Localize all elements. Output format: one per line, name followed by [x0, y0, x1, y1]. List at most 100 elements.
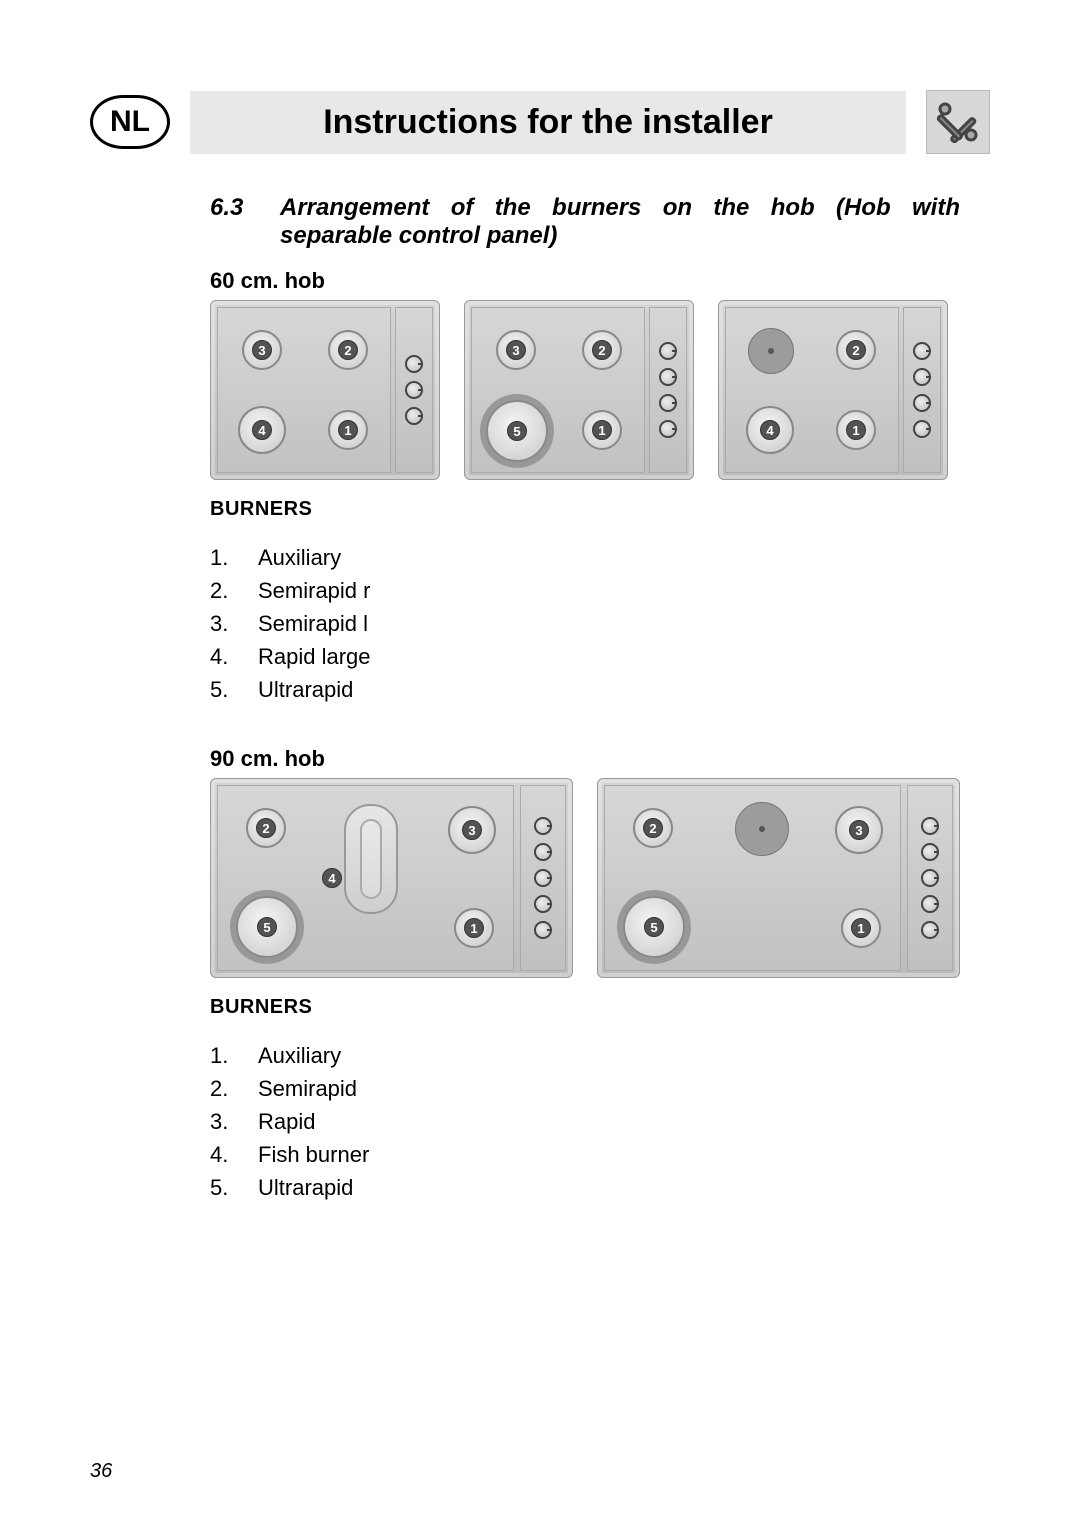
list-num: 1. — [210, 1039, 258, 1072]
knob-icon — [659, 368, 677, 386]
knob-icon — [534, 817, 552, 835]
burner-1: 1 — [454, 908, 494, 948]
knob-icon — [921, 921, 939, 939]
bead-3: 3 — [849, 820, 869, 840]
list-item: 3.Rapid — [210, 1105, 960, 1138]
knob-icon — [405, 381, 423, 399]
list-num: 2. — [210, 1072, 258, 1105]
burner-5-ultra: 5 — [236, 896, 298, 958]
knob-icon — [921, 895, 939, 913]
burner-area: 2 3 4 5 1 — [217, 785, 514, 971]
fish-inner — [360, 819, 382, 899]
bead-4: 4 — [760, 420, 780, 440]
header-row: NL Instructions for the installer — [90, 90, 990, 154]
bead-4: 4 — [252, 420, 272, 440]
burner-2: 2 — [582, 330, 622, 370]
burner-3: 3 — [496, 330, 536, 370]
knob-icon — [405, 355, 423, 373]
bead-1: 1 — [851, 918, 871, 938]
list-label: Rapid large — [258, 640, 371, 673]
knob-icon — [913, 342, 931, 360]
knob-icon — [659, 342, 677, 360]
page-title: Instructions for the installer — [190, 91, 906, 154]
hob60-diagram-a: 3 2 4 1 — [210, 300, 440, 480]
bead-2: 2 — [256, 818, 276, 838]
list-item: 2.Semirapid — [210, 1072, 960, 1105]
list-num: 3. — [210, 607, 258, 640]
list-item: 4.Rapid large — [210, 640, 960, 673]
page-number: 36 — [90, 1460, 112, 1483]
bead-2: 2 — [592, 340, 612, 360]
list-item: 5.Ultrarapid — [210, 1171, 960, 1204]
hob90-diagram-b: 2 3 5 1 — [597, 778, 960, 978]
burner-4: 4 — [238, 406, 286, 454]
burner-1: 1 — [328, 410, 368, 450]
content-area: 6.3 Arrangement of the burners on the ho… — [90, 194, 990, 1204]
tools-icon — [926, 90, 990, 154]
list-label: Rapid — [258, 1105, 315, 1138]
list-item: 2.Semirapid r — [210, 574, 960, 607]
burner-area: 3 2 4 1 — [217, 307, 391, 473]
hob60-label: 60 cm. hob — [210, 268, 960, 294]
bead-1: 1 — [592, 420, 612, 440]
section-title: Arrangement of the burners on the hob (H… — [280, 194, 960, 250]
burner-4: 4 — [746, 406, 794, 454]
bead-2: 2 — [338, 340, 358, 360]
burners-title-60: BURNERS — [210, 498, 960, 521]
knob-icon — [534, 921, 552, 939]
bead-5: 5 — [644, 917, 664, 937]
list-label: Semirapid l — [258, 607, 368, 640]
bead-4: 4 — [322, 868, 342, 888]
knob-icon — [913, 420, 931, 438]
burner-3: 3 — [242, 330, 282, 370]
bead-1: 1 — [846, 420, 866, 440]
list-item: 4.Fish burner — [210, 1138, 960, 1171]
burner-area: 2 3 5 1 — [604, 785, 901, 971]
hob60-row: 3 2 4 1 3 2 5 1 — [210, 300, 960, 480]
burner-2: 2 — [836, 330, 876, 370]
knob-icon — [659, 420, 677, 438]
list-label: Auxiliary — [258, 541, 341, 574]
knob-icon — [534, 895, 552, 913]
list-item: 1.Auxiliary — [210, 1039, 960, 1072]
control-panel — [907, 785, 953, 971]
list-item: 5.Ultrarapid — [210, 673, 960, 706]
hob60-diagram-b: 3 2 5 1 — [464, 300, 694, 480]
section-heading: 6.3 Arrangement of the burners on the ho… — [210, 194, 960, 250]
list-label: Semirapid r — [258, 574, 370, 607]
electric-plate — [735, 802, 789, 856]
knob-icon — [534, 843, 552, 861]
list-num: 4. — [210, 640, 258, 673]
knob-icon — [913, 368, 931, 386]
bead-1: 1 — [464, 918, 484, 938]
knob-icon — [921, 869, 939, 887]
list-label: Auxiliary — [258, 1039, 341, 1072]
burner-list-90: 1.Auxiliary 2.Semirapid 3.Rapid 4.Fish b… — [210, 1039, 960, 1204]
burner-5-ultra: 5 — [486, 400, 548, 462]
burner-1: 1 — [836, 410, 876, 450]
list-label: Semirapid — [258, 1072, 357, 1105]
knob-icon — [921, 817, 939, 835]
knob-icon — [913, 394, 931, 412]
list-label: Fish burner — [258, 1138, 369, 1171]
burners-title-90: BURNERS — [210, 996, 960, 1019]
burner-1: 1 — [582, 410, 622, 450]
bead-3: 3 — [506, 340, 526, 360]
burner-area: 2 4 1 — [725, 307, 899, 473]
knob-icon — [405, 407, 423, 425]
control-panel — [395, 307, 433, 473]
control-panel — [649, 307, 687, 473]
list-item: 3.Semirapid l — [210, 607, 960, 640]
list-num: 2. — [210, 574, 258, 607]
list-label: Ultrarapid — [258, 673, 353, 706]
bead-5: 5 — [257, 917, 277, 937]
burner-3: 3 — [835, 806, 883, 854]
bead-2: 2 — [846, 340, 866, 360]
knob-icon — [921, 843, 939, 861]
hob90-diagram-a: 2 3 4 5 1 — [210, 778, 573, 978]
bead-1: 1 — [338, 420, 358, 440]
hob90-row: 2 3 4 5 1 2 3 5 1 — [210, 778, 960, 978]
section-number: 6.3 — [210, 194, 280, 250]
list-num: 3. — [210, 1105, 258, 1138]
fish-burner — [344, 804, 398, 914]
